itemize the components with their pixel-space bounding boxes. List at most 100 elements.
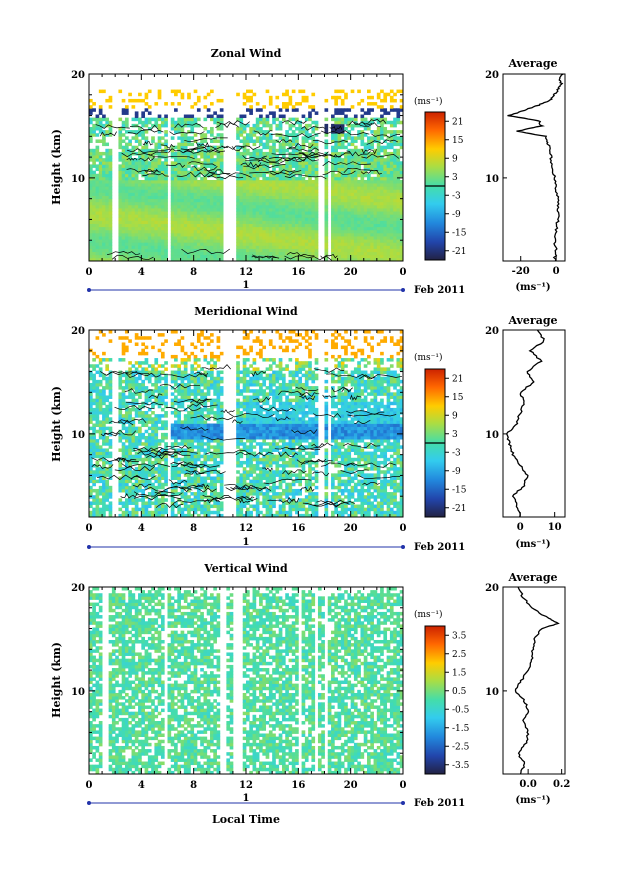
heatmap-cell bbox=[383, 223, 388, 228]
heatmap-cell bbox=[295, 161, 299, 165]
heatmap-cell bbox=[285, 257, 289, 262]
heatmap-cell bbox=[288, 198, 293, 203]
heatmap-cell bbox=[272, 117, 276, 122]
heatmap-cell bbox=[121, 183, 126, 187]
heatmap-cell bbox=[187, 198, 191, 203]
heatmap-cell bbox=[102, 139, 106, 143]
heatmap-cell bbox=[324, 251, 329, 256]
heatmap-cell bbox=[98, 423, 103, 428]
heatmap-cell bbox=[268, 257, 273, 262]
heatmap-cell bbox=[383, 189, 388, 193]
heatmap-cell bbox=[138, 457, 142, 462]
heatmap-cell bbox=[376, 220, 381, 224]
heatmap-cell bbox=[380, 223, 384, 228]
x-tick-label: 0 bbox=[400, 267, 407, 278]
heatmap-cell bbox=[157, 164, 162, 168]
heatmap-cell bbox=[278, 123, 283, 128]
heatmap-cell bbox=[141, 170, 145, 175]
heatmap-cell bbox=[262, 251, 267, 256]
heatmap-cell bbox=[259, 173, 263, 178]
heatmap-cell bbox=[301, 167, 306, 172]
heatmap-cell bbox=[131, 226, 136, 231]
heatmap-cell bbox=[219, 183, 224, 187]
heatmap-cell bbox=[308, 236, 312, 240]
heatmap-cell bbox=[278, 220, 283, 224]
heatmap-cell bbox=[239, 126, 244, 131]
heatmap-cell bbox=[255, 183, 260, 187]
heatmap-cell bbox=[124, 510, 129, 515]
heatmap-cell bbox=[164, 411, 168, 415]
heatmap-cell bbox=[102, 401, 106, 406]
heatmap-cell bbox=[95, 195, 100, 200]
heatmap-cell bbox=[324, 173, 329, 178]
heatmap-cell bbox=[105, 239, 110, 243]
heatmap-cell bbox=[304, 257, 309, 262]
heatmap-cell bbox=[357, 248, 361, 253]
heatmap-cell bbox=[138, 395, 142, 399]
heatmap-cell bbox=[213, 145, 217, 150]
heatmap-cell bbox=[95, 479, 100, 484]
heatmap-cell bbox=[285, 136, 289, 140]
heatmap-cell bbox=[154, 414, 159, 418]
heatmap-cell bbox=[268, 217, 273, 221]
heatmap-cell bbox=[340, 211, 345, 215]
heatmap-cell bbox=[340, 167, 345, 172]
heatmap-cell bbox=[141, 442, 145, 446]
heatmap-cell bbox=[389, 248, 394, 253]
heatmap-cell bbox=[281, 173, 286, 178]
heatmap-cell bbox=[180, 123, 185, 128]
heatmap-cell bbox=[249, 108, 253, 112]
heatmap-cell bbox=[196, 158, 201, 162]
heatmap-cell bbox=[373, 155, 378, 159]
heatmap-cell bbox=[206, 173, 211, 178]
heatmap-cell bbox=[187, 211, 191, 215]
heatmap-cell bbox=[177, 214, 181, 218]
heatmap-cell bbox=[89, 239, 93, 243]
heatmap-cell bbox=[367, 236, 371, 240]
heatmap-cell bbox=[275, 179, 280, 184]
heatmap-cell bbox=[141, 342, 145, 346]
heatmap-cell bbox=[95, 451, 100, 456]
heatmap-cell bbox=[190, 254, 195, 259]
heatmap-cell bbox=[281, 189, 286, 193]
heatmap-cell bbox=[396, 148, 401, 153]
heatmap-cell bbox=[288, 254, 293, 259]
heatmap-cell bbox=[331, 229, 335, 234]
heatmap-cell bbox=[399, 226, 404, 231]
heatmap-cell bbox=[281, 142, 286, 147]
heatmap-cell bbox=[376, 95, 381, 100]
heatmap-cell bbox=[259, 239, 263, 243]
heatmap-cell bbox=[118, 164, 123, 168]
heatmap-cell bbox=[134, 439, 139, 443]
heatmap-cell bbox=[98, 151, 103, 156]
heatmap-cell bbox=[183, 208, 188, 212]
heatmap-cell bbox=[288, 204, 293, 209]
heatmap-cell bbox=[102, 351, 106, 356]
heatmap-cell bbox=[121, 345, 126, 350]
heatmap-cell bbox=[92, 173, 96, 178]
heatmap-cell bbox=[246, 186, 250, 190]
heatmap-cell bbox=[138, 236, 142, 240]
heatmap-cell bbox=[180, 257, 185, 262]
heatmap-cell bbox=[95, 445, 100, 449]
heatmap-cell bbox=[340, 151, 345, 156]
heatmap-cell bbox=[151, 208, 155, 212]
heatmap-cell bbox=[255, 126, 260, 131]
heatmap-cell bbox=[102, 498, 106, 502]
heatmap-cell bbox=[131, 170, 136, 175]
heatmap-cell bbox=[128, 386, 132, 390]
heatmap-cell bbox=[138, 373, 142, 378]
heatmap-cell bbox=[239, 173, 244, 178]
heatmap-cell bbox=[210, 254, 214, 259]
heatmap-cell bbox=[174, 192, 178, 196]
heatmap-cell bbox=[216, 145, 221, 150]
heatmap-cell bbox=[236, 126, 240, 131]
heatmap-cell bbox=[92, 158, 96, 162]
heatmap-cell bbox=[151, 485, 155, 490]
heatmap-cell bbox=[124, 382, 129, 387]
heatmap-cell bbox=[353, 223, 358, 228]
heatmap-cell bbox=[183, 254, 188, 259]
heatmap-cell bbox=[246, 248, 250, 253]
heatmap-cell bbox=[98, 411, 103, 415]
heatmap-cell bbox=[268, 204, 273, 209]
